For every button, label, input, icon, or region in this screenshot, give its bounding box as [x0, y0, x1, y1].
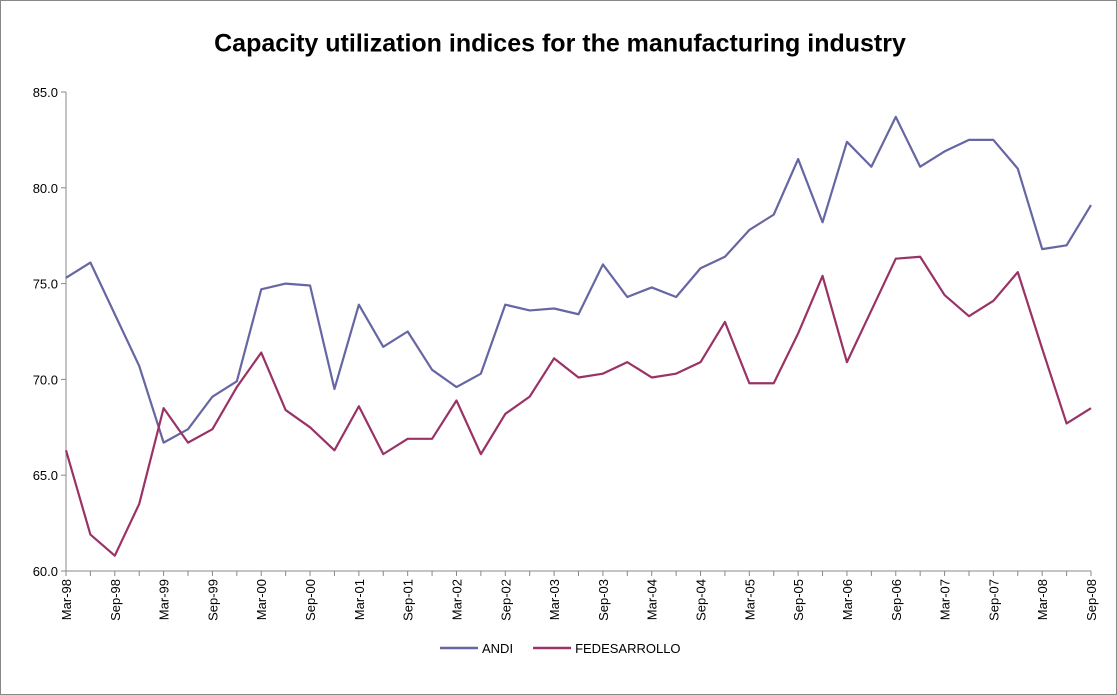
x-tick-label: Mar-04 [645, 579, 660, 620]
y-tick-label: 60.0 [33, 564, 58, 579]
x-tick-label: Mar-03 [547, 579, 562, 620]
chart-title: Capacity utilization indices for the man… [214, 30, 906, 58]
x-tick-label: Mar-99 [157, 579, 172, 620]
y-tick-label: 75.0 [33, 277, 58, 292]
line-series [65, 115, 1092, 444]
x-tick-label: Mar-05 [742, 579, 757, 620]
x-tick-label: Sep-02 [498, 579, 513, 621]
x-tick-label: Sep-05 [791, 579, 806, 621]
line-series [64, 255, 1092, 557]
x-tick-label: Sep-01 [401, 579, 416, 621]
x-tick-label: Mar-07 [938, 579, 953, 620]
x-tick-label: Mar-08 [1035, 579, 1050, 620]
y-tick-label: 80.0 [33, 181, 58, 196]
x-tick-label: Mar-01 [352, 579, 367, 620]
legend-label: ANDI [482, 641, 513, 656]
y-tick-label: 85.0 [33, 85, 58, 100]
y-tick-label: 65.0 [33, 468, 58, 483]
x-tick-label: Mar-00 [254, 579, 269, 620]
x-tick-label: Sep-98 [108, 579, 123, 621]
y-tick-label: 70.0 [33, 372, 58, 387]
x-tick-label: Sep-99 [205, 579, 220, 621]
x-tick-label: Mar-06 [840, 579, 855, 620]
x-tick-label: Sep-07 [986, 579, 1001, 621]
x-tick-label: Mar-02 [449, 579, 464, 620]
x-tick-label: Sep-04 [694, 579, 709, 621]
x-tick-label: Sep-06 [889, 579, 904, 621]
x-tick-label: Sep-03 [596, 579, 611, 621]
x-tick-label: Sep-08 [1084, 579, 1099, 621]
legend-label: FEDESARROLLO [575, 641, 680, 656]
x-tick-label: Mar-98 [59, 579, 74, 620]
x-tick-label: Sep-00 [303, 579, 318, 621]
